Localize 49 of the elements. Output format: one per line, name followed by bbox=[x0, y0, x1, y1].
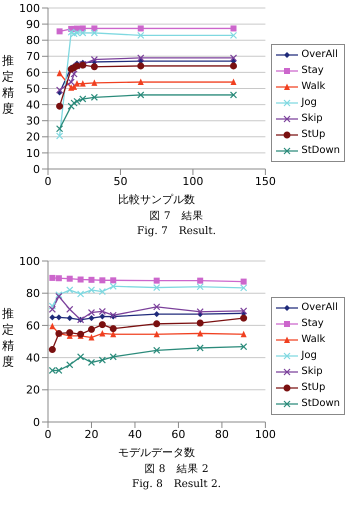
legend-label: Walk bbox=[301, 334, 326, 345]
y-tick-label: 20 bbox=[26, 130, 40, 144]
legend-label: StDown bbox=[301, 145, 340, 156]
y-tick-label: 30 bbox=[26, 114, 40, 128]
y-tick-label: 100 bbox=[19, 2, 40, 15]
y-tick-label: 100 bbox=[19, 254, 40, 268]
legend-label: StUp bbox=[301, 382, 326, 393]
y-axis-title: 推定精度 bbox=[2, 306, 14, 368]
x-tick-label: 80 bbox=[214, 428, 229, 441]
legend-label: Stay bbox=[301, 65, 324, 76]
y-axis-title: 推定精度 bbox=[2, 54, 14, 116]
caption: Fig. 7 Result. bbox=[136, 224, 217, 239]
x-axis-title: モデルデータ数 bbox=[118, 446, 196, 459]
x-axis-title: 比較サンプル数 bbox=[118, 193, 196, 206]
legend-label: OverAll bbox=[301, 49, 338, 60]
y-tick-label: 0 bbox=[33, 162, 40, 176]
legend-label: Stay bbox=[301, 318, 324, 329]
x-tick-label: 60 bbox=[171, 428, 186, 441]
y-tick-label: 20 bbox=[26, 384, 40, 397]
legend-label: Jog bbox=[301, 97, 317, 108]
y-tick-label: 80 bbox=[26, 34, 40, 48]
caption: 図 7 結果 bbox=[148, 209, 205, 224]
legend-label: Skip bbox=[301, 113, 323, 124]
legend-label: StDown bbox=[301, 398, 340, 409]
legend-label: Jog bbox=[301, 350, 317, 361]
x-tick-label: 150 bbox=[254, 174, 276, 188]
legend-label: OverAll bbox=[301, 302, 338, 313]
y-tick-label: 70 bbox=[26, 50, 40, 64]
y-tick-label: 50 bbox=[26, 82, 40, 96]
y-tick-label: 80 bbox=[26, 287, 40, 300]
legend-label: Skip bbox=[301, 366, 323, 377]
legend-label: StUp bbox=[301, 129, 326, 140]
x-tick-label: 40 bbox=[128, 428, 142, 441]
caption: 図 8 結果 2 bbox=[143, 462, 210, 477]
x-tick-label: 100 bbox=[182, 174, 204, 188]
y-tick-label: 10 bbox=[26, 146, 40, 160]
x-tick-label: 0 bbox=[44, 428, 52, 441]
y-tick-label: 40 bbox=[26, 352, 40, 365]
x-tick-label: 0 bbox=[44, 174, 52, 188]
y-tick-label: 40 bbox=[26, 98, 40, 112]
x-tick-label: 100 bbox=[254, 428, 276, 441]
x-tick-label: 50 bbox=[113, 174, 128, 188]
y-tick-label: 0 bbox=[33, 416, 40, 429]
x-tick-label: 20 bbox=[84, 428, 98, 441]
caption: Fig. 8 Result 2. bbox=[131, 477, 222, 492]
y-tick-label: 90 bbox=[26, 18, 40, 32]
legend-label: Walk bbox=[301, 81, 326, 92]
y-tick-label: 60 bbox=[26, 66, 40, 80]
y-tick-label: 60 bbox=[26, 319, 40, 332]
